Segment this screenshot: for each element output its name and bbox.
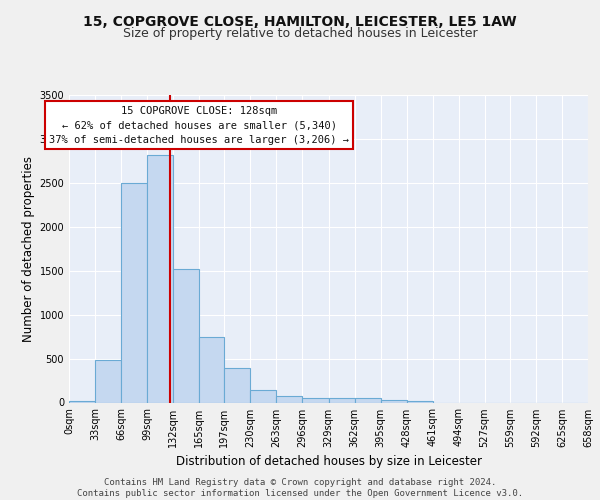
Bar bbox=[224, 368, 250, 402]
Bar bbox=[95, 360, 121, 403]
Bar bbox=[355, 398, 380, 402]
Bar bbox=[277, 396, 302, 402]
Bar bbox=[302, 398, 329, 402]
Bar bbox=[147, 154, 173, 402]
Bar bbox=[121, 183, 147, 402]
Bar bbox=[69, 400, 95, 402]
Bar bbox=[380, 400, 407, 402]
Text: Size of property relative to detached houses in Leicester: Size of property relative to detached ho… bbox=[122, 28, 478, 40]
Y-axis label: Number of detached properties: Number of detached properties bbox=[22, 156, 35, 342]
Bar bbox=[250, 390, 277, 402]
Bar bbox=[407, 401, 433, 402]
Text: Contains HM Land Registry data © Crown copyright and database right 2024.
Contai: Contains HM Land Registry data © Crown c… bbox=[77, 478, 523, 498]
Text: 15 COPGROVE CLOSE: 128sqm
← 62% of detached houses are smaller (5,340)
37% of se: 15 COPGROVE CLOSE: 128sqm ← 62% of detac… bbox=[49, 106, 349, 145]
X-axis label: Distribution of detached houses by size in Leicester: Distribution of detached houses by size … bbox=[176, 455, 482, 468]
Bar bbox=[173, 269, 199, 402]
Bar bbox=[329, 398, 355, 402]
Text: 15, COPGROVE CLOSE, HAMILTON, LEICESTER, LE5 1AW: 15, COPGROVE CLOSE, HAMILTON, LEICESTER,… bbox=[83, 15, 517, 29]
Bar bbox=[199, 336, 224, 402]
